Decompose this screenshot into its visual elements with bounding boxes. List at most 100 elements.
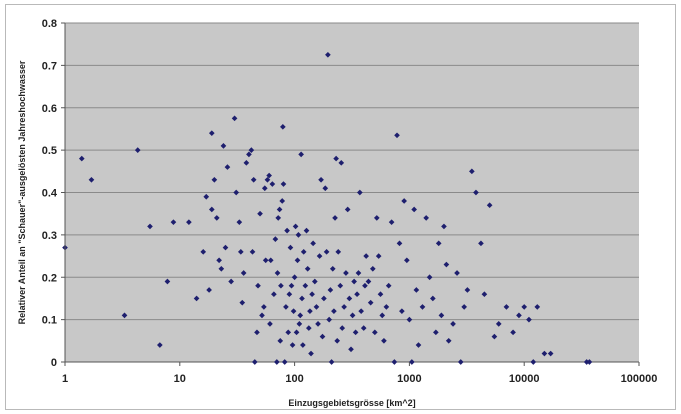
data-point bbox=[406, 316, 413, 323]
data-point bbox=[495, 321, 502, 327]
y-tick-labels: 0 0.1 0.2 0.3 0.4 0.5 0.6 0.7 0.8 bbox=[42, 18, 58, 369]
data-point bbox=[526, 316, 532, 323]
data-point bbox=[426, 274, 433, 281]
data-point bbox=[381, 337, 387, 344]
data-point bbox=[300, 342, 306, 348]
data-point bbox=[388, 219, 395, 225]
data-point bbox=[239, 299, 246, 306]
data-point bbox=[294, 257, 301, 264]
data-point bbox=[264, 176, 271, 183]
data-point bbox=[419, 304, 426, 310]
data-point bbox=[279, 198, 286, 204]
data-point bbox=[541, 350, 548, 357]
y-tick-label: 0.3 bbox=[42, 230, 57, 242]
data-point bbox=[289, 342, 296, 348]
data-point bbox=[348, 346, 354, 353]
data-point bbox=[304, 265, 311, 272]
data-point bbox=[278, 282, 284, 289]
data-point bbox=[464, 287, 471, 293]
data-point bbox=[373, 215, 380, 221]
data-point bbox=[203, 193, 210, 200]
data-point bbox=[267, 321, 273, 327]
data-point bbox=[249, 248, 256, 255]
data-point bbox=[259, 312, 265, 319]
data-point bbox=[292, 223, 299, 230]
data-point bbox=[257, 210, 263, 217]
y-tick-label: 0.1 bbox=[42, 315, 57, 327]
data-point bbox=[200, 248, 207, 255]
data-point bbox=[147, 223, 153, 230]
x-tick-labels: 1 10 100 1000 10000 100000 bbox=[62, 373, 657, 385]
data-point bbox=[262, 257, 269, 264]
data-point bbox=[354, 291, 360, 298]
data-point bbox=[358, 308, 364, 314]
data-point bbox=[283, 304, 289, 310]
data-point bbox=[305, 325, 312, 331]
data-point bbox=[343, 270, 349, 276]
data-point bbox=[377, 291, 384, 298]
data-point bbox=[255, 282, 261, 289]
data-point bbox=[193, 295, 200, 302]
data-point bbox=[329, 265, 336, 272]
data-point bbox=[293, 329, 300, 336]
data-point bbox=[319, 333, 326, 340]
data-point bbox=[296, 321, 303, 327]
data-point bbox=[457, 359, 464, 365]
data-point bbox=[326, 316, 332, 323]
data-point bbox=[503, 304, 510, 310]
data-point bbox=[213, 215, 220, 221]
data-point bbox=[486, 202, 493, 209]
data-point bbox=[547, 350, 554, 357]
chart-frame: 0 0.1 0.2 0.3 0.4 0.5 0.6 0.7 0.8 1 10 100 1000 1000… bbox=[5, 4, 676, 410]
y-tick-label: 0.6 bbox=[42, 103, 57, 115]
data-point bbox=[413, 287, 420, 293]
data-point bbox=[157, 342, 163, 348]
data-point bbox=[206, 287, 212, 293]
data-point bbox=[379, 312, 386, 319]
data-point bbox=[367, 299, 374, 306]
data-point bbox=[78, 155, 85, 162]
data-point bbox=[404, 257, 410, 264]
y-tick-label: 0.2 bbox=[42, 272, 57, 284]
data-point bbox=[385, 282, 392, 289]
data-point bbox=[357, 189, 363, 196]
data-point bbox=[208, 130, 215, 137]
data-point bbox=[250, 176, 257, 183]
data-point bbox=[435, 240, 442, 247]
data-point bbox=[383, 304, 390, 310]
data-point bbox=[521, 304, 528, 310]
x-tick-label: 10000 bbox=[509, 373, 540, 385]
data-point bbox=[346, 295, 353, 302]
data-point bbox=[323, 248, 330, 255]
data-point bbox=[401, 198, 407, 204]
data-point bbox=[586, 359, 593, 365]
data-point bbox=[318, 176, 324, 183]
data-point bbox=[277, 337, 284, 344]
data-point bbox=[170, 219, 177, 225]
data-point bbox=[218, 265, 225, 272]
data-point bbox=[478, 240, 484, 247]
data-point bbox=[308, 350, 314, 357]
data-point bbox=[309, 291, 315, 298]
data-point bbox=[164, 278, 171, 285]
data-point bbox=[303, 227, 310, 234]
data-point bbox=[355, 270, 362, 276]
data-point bbox=[311, 278, 318, 285]
data-point bbox=[391, 359, 398, 365]
data-point bbox=[443, 261, 450, 268]
data-point bbox=[360, 325, 367, 331]
data-point bbox=[261, 185, 268, 192]
data-point bbox=[233, 189, 240, 196]
data-point bbox=[211, 176, 218, 183]
data-point bbox=[251, 359, 258, 365]
data-point bbox=[228, 278, 234, 285]
data-point bbox=[454, 270, 460, 276]
axes bbox=[61, 22, 640, 366]
data-point bbox=[254, 329, 260, 336]
data-point bbox=[321, 295, 327, 302]
data-point bbox=[272, 236, 279, 242]
data-point bbox=[394, 132, 400, 139]
data-point bbox=[341, 304, 347, 310]
data-point bbox=[469, 168, 475, 175]
data-point bbox=[344, 206, 351, 213]
